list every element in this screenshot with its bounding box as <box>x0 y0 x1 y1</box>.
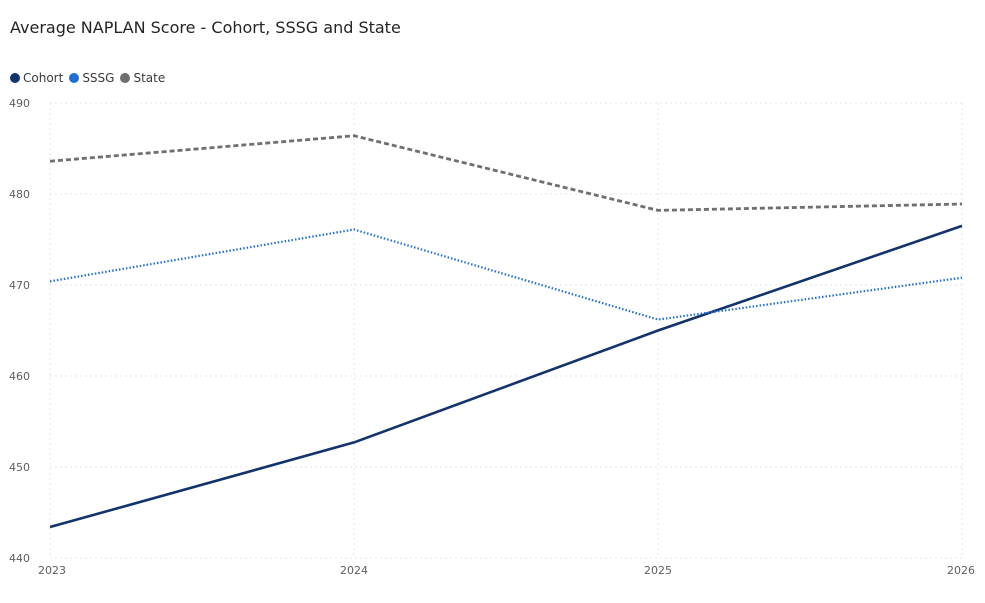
series-line-cohort[interactable] <box>49 224 963 529</box>
legend-dot-state <box>120 73 131 83</box>
y-tick-label: 460 <box>9 370 30 383</box>
x-tick-label: 2024 <box>340 564 368 577</box>
series-line-sssg[interactable] <box>49 228 963 321</box>
y-tick-label: 470 <box>9 279 30 292</box>
y-axis: 440 450 460 470 480 490 <box>9 97 30 565</box>
y-tick-label: 480 <box>9 188 30 201</box>
x-axis: 2023 2024 2025 2026 <box>38 564 975 577</box>
x-tick-label: 2025 <box>644 564 672 577</box>
legend-label-state: State <box>133 71 166 85</box>
legend-label-sssg: SSSG <box>82 71 115 85</box>
gridlines <box>49 102 963 559</box>
x-tick-label: 2023 <box>38 564 66 577</box>
series-lines <box>49 134 963 529</box>
legend-item-sssg[interactable]: SSSG <box>69 71 114 85</box>
y-tick-label: 450 <box>9 461 30 474</box>
y-tick-label: 440 <box>9 552 30 565</box>
legend-item-cohort[interactable]: Cohort <box>10 71 63 85</box>
legend-item-state[interactable]: State <box>120 71 165 85</box>
y-tick-label: 490 <box>9 97 30 110</box>
x-tick-label: 2026 <box>947 564 975 577</box>
legend-dot-cohort <box>10 73 20 83</box>
chart-title: Average NAPLAN Score - Cohort, SSSG and … <box>10 18 401 37</box>
legend-label-cohort: Cohort <box>23 71 64 85</box>
series-line-state[interactable] <box>49 134 963 212</box>
legend-dot-sssg <box>69 73 80 83</box>
legend: Cohort SSSG State <box>10 71 171 85</box>
